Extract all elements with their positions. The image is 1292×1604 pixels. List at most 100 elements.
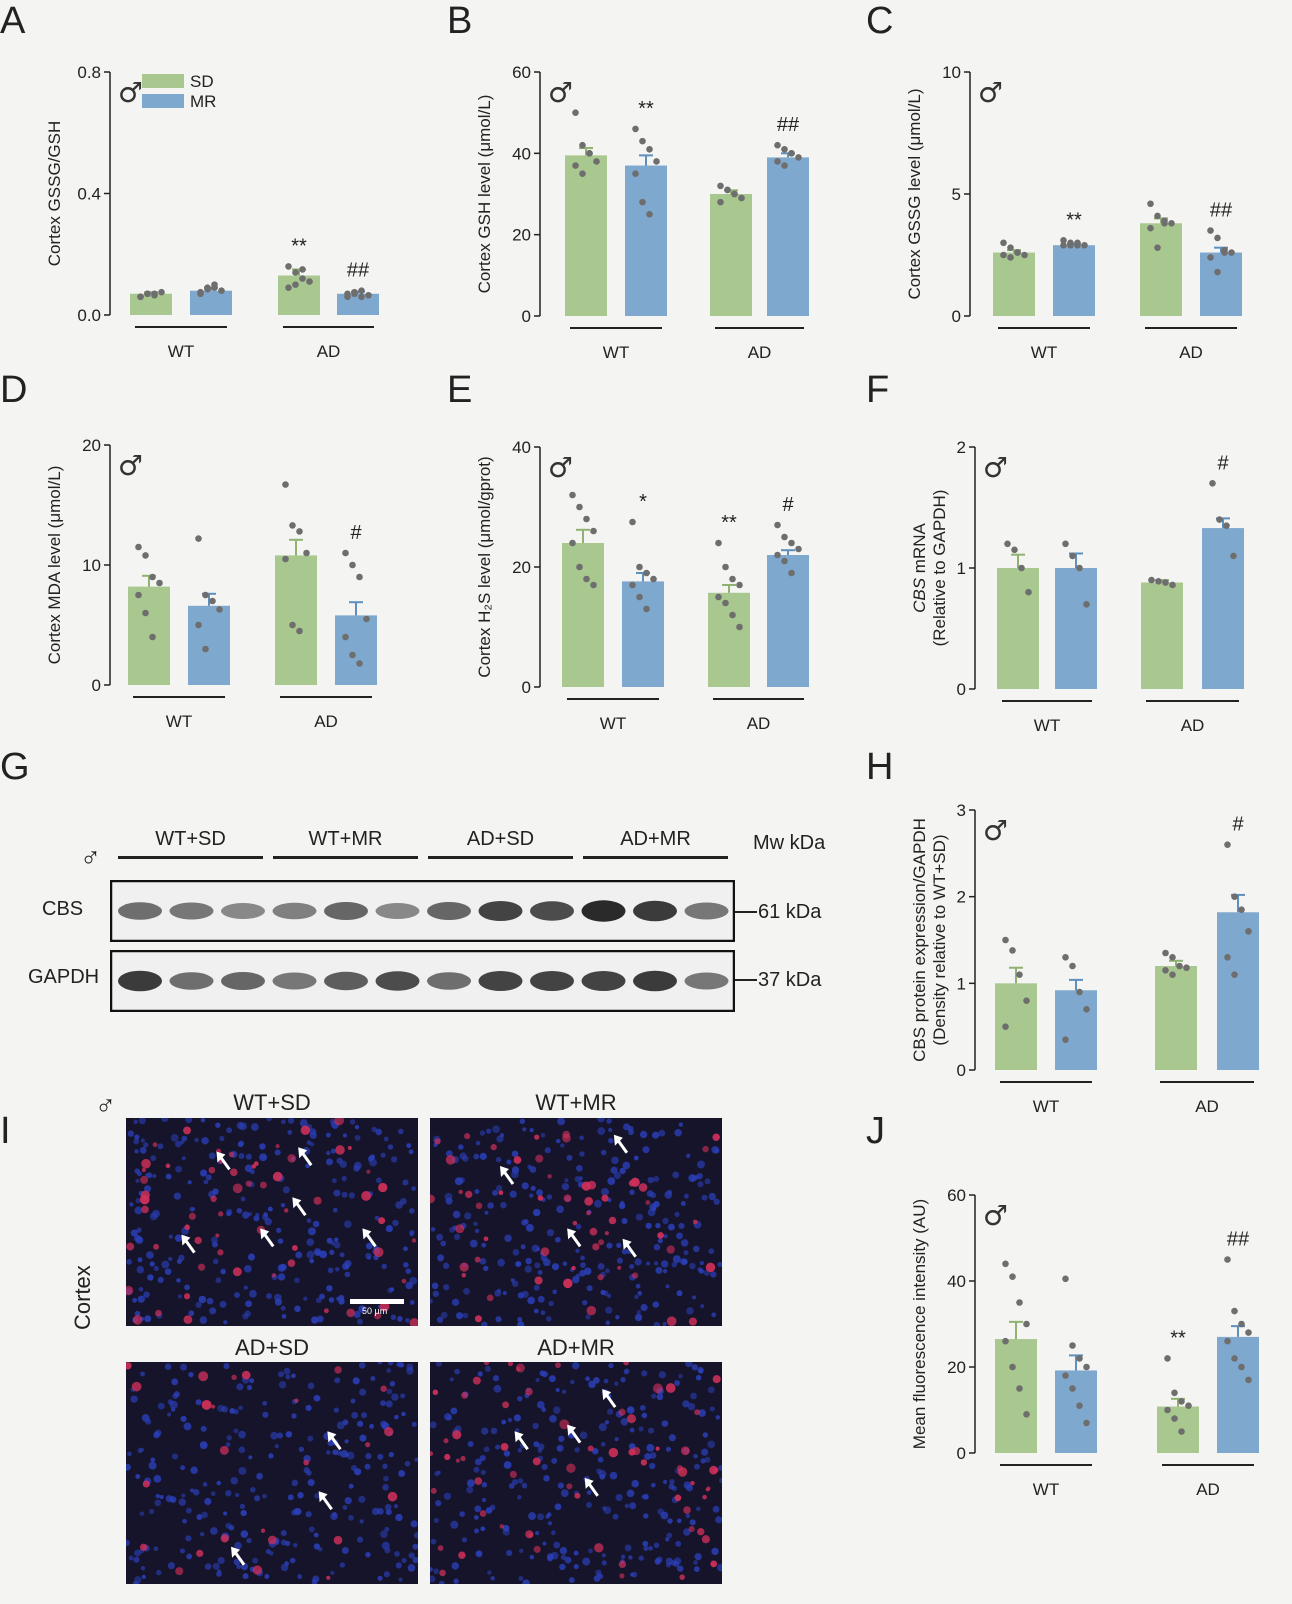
nucleus-1-102 bbox=[432, 1290, 440, 1298]
dot-e-2-3 bbox=[736, 581, 743, 589]
cbs-cell-2-12 bbox=[384, 1427, 394, 1437]
nucleus-2-160 bbox=[348, 1483, 354, 1489]
cbs-cell-0-23 bbox=[401, 1278, 407, 1284]
nucleus-2-92 bbox=[195, 1399, 202, 1406]
nucleus-2-218 bbox=[126, 1463, 131, 1471]
nucleus-3-42 bbox=[547, 1521, 553, 1526]
nucleus-2-83 bbox=[199, 1441, 208, 1450]
nucleus-0-67 bbox=[134, 1134, 140, 1140]
nucleus-2-69 bbox=[139, 1511, 145, 1517]
nucleus-2-221 bbox=[133, 1556, 140, 1563]
nucleus-1-255 bbox=[500, 1201, 507, 1209]
nucleus-3-124 bbox=[473, 1528, 480, 1534]
nucleus-2-170 bbox=[389, 1381, 396, 1387]
nucleus-2-204 bbox=[289, 1557, 296, 1564]
nucleus-3-196 bbox=[628, 1555, 633, 1560]
nucleus-2-1 bbox=[291, 1373, 296, 1379]
cbs-cell-0-24 bbox=[334, 1118, 345, 1126]
nucleus-2-122 bbox=[351, 1411, 359, 1419]
nucleus-0-22 bbox=[176, 1278, 181, 1283]
cbs-cell-1-5 bbox=[657, 1232, 664, 1239]
cbs-cell-2-15 bbox=[198, 1371, 209, 1382]
y-tick-label-j-2: 40 bbox=[947, 1272, 966, 1291]
nucleus-2-85 bbox=[344, 1452, 349, 1458]
nucleus-0-45 bbox=[199, 1316, 208, 1324]
nucleus-3-59 bbox=[430, 1575, 436, 1583]
nucleus-1-2 bbox=[580, 1255, 585, 1261]
nucleus-0-151 bbox=[281, 1313, 287, 1319]
nucleus-3-152 bbox=[553, 1406, 561, 1414]
group-label-a-0: WT bbox=[168, 342, 194, 361]
nucleus-2-252 bbox=[204, 1497, 212, 1506]
nucleus-1-192 bbox=[495, 1316, 502, 1323]
dot-a-1-4 bbox=[197, 288, 204, 296]
nucleus-1-44 bbox=[655, 1222, 661, 1229]
nucleus-2-228 bbox=[398, 1469, 406, 1477]
nucleus-2-36 bbox=[391, 1393, 399, 1401]
nucleus-1-231 bbox=[546, 1194, 553, 1200]
nucleus-3-184 bbox=[678, 1374, 683, 1379]
dot-d-2-2 bbox=[296, 528, 303, 535]
nucleus-1-13 bbox=[453, 1233, 461, 1241]
nucleus-2-96 bbox=[285, 1431, 293, 1438]
nucleus-0-127 bbox=[219, 1135, 225, 1142]
nucleus-1-26 bbox=[561, 1182, 570, 1191]
nucleus-3-247 bbox=[601, 1560, 607, 1566]
y-label-d: Cortex MDA level (μmol/L) bbox=[45, 466, 64, 665]
dot-j-3-7 bbox=[1245, 1376, 1252, 1384]
nucleus-0-65 bbox=[144, 1185, 152, 1193]
nucleus-2-185 bbox=[380, 1530, 388, 1539]
nucleus-2-101 bbox=[384, 1503, 392, 1511]
nucleus-0-150 bbox=[143, 1142, 149, 1148]
nucleus-1-227 bbox=[583, 1267, 592, 1276]
nucleus-0-191 bbox=[409, 1232, 414, 1237]
nucleus-0-31 bbox=[187, 1180, 192, 1185]
sig-mark-b-1: ** bbox=[638, 98, 654, 120]
nucleus-1-259 bbox=[521, 1290, 529, 1298]
dot-a-3-4 bbox=[344, 290, 351, 298]
nucleus-0-254 bbox=[248, 1253, 256, 1261]
dot-e-1-5 bbox=[636, 593, 643, 601]
nucleus-3-118 bbox=[568, 1577, 575, 1584]
group-label-e-1: AD bbox=[747, 714, 771, 733]
dot-h-3-4 bbox=[1224, 954, 1231, 961]
nucleus-1-185 bbox=[564, 1178, 569, 1183]
bar-f-3 bbox=[1202, 528, 1244, 689]
nucleus-0-83 bbox=[306, 1250, 315, 1259]
chart-b-gsh-level: 0 20 40 60 Cortex GSH level (μmol/L) ♂ ** ## WT A… bbox=[475, 63, 809, 362]
cbs-cell-2-21 bbox=[380, 1385, 387, 1392]
male-symbol-g: ♂ bbox=[80, 842, 101, 873]
nucleus-0-231 bbox=[339, 1160, 347, 1168]
y-label-a: Cortex GSSG/GSH bbox=[45, 121, 64, 266]
cbs-cell-1-48 bbox=[562, 1130, 571, 1139]
band-0-8 bbox=[530, 901, 574, 921]
nucleus-1-90 bbox=[655, 1266, 663, 1274]
nucleus-2-53 bbox=[130, 1395, 138, 1403]
blot-frame-0 bbox=[110, 880, 735, 942]
cbs-cell-3-20 bbox=[623, 1362, 630, 1366]
nucleus-1-156 bbox=[645, 1222, 652, 1229]
dot-d-3-6 bbox=[356, 660, 363, 667]
cbs-cell-3-38 bbox=[694, 1409, 701, 1416]
legend-label-sd: SD bbox=[190, 72, 214, 91]
nucleus-0-224 bbox=[343, 1220, 352, 1229]
nucleus-2-194 bbox=[246, 1537, 252, 1544]
nucleus-0-259 bbox=[316, 1315, 324, 1323]
nucleus-3-89 bbox=[543, 1475, 550, 1482]
dot-c-2-4 bbox=[1147, 224, 1154, 232]
nucleus-2-50 bbox=[359, 1434, 367, 1442]
nucleus-0-40 bbox=[392, 1219, 399, 1227]
nucleus-1-150 bbox=[664, 1191, 673, 1199]
arrow-head-0-0 bbox=[216, 1151, 226, 1163]
nucleus-2-233 bbox=[385, 1400, 393, 1408]
nucleus-1-202 bbox=[533, 1284, 540, 1291]
cbs-cell-3-32 bbox=[712, 1375, 721, 1384]
dot-d-3-5 bbox=[349, 651, 356, 659]
dot-c-3-6 bbox=[1221, 249, 1228, 256]
nucleus-1-145 bbox=[436, 1316, 444, 1323]
dot-e-0-0 bbox=[569, 491, 576, 499]
nucleus-2-93 bbox=[344, 1497, 352, 1505]
nucleus-0-176 bbox=[332, 1207, 338, 1213]
bar-h-0 bbox=[995, 983, 1037, 1070]
